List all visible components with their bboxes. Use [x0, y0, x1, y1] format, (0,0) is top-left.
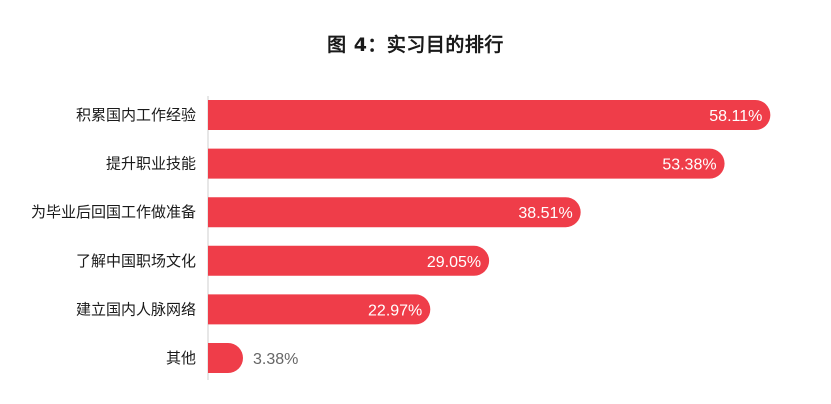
bar-3	[208, 245, 490, 276]
category-label-0: 积累国内工作经验	[76, 106, 196, 124]
category-label-2: 为毕业后回国工作做准备	[31, 203, 196, 221]
bar-4	[208, 294, 431, 325]
value-label-5: 3.38%	[253, 351, 298, 368]
category-label-4: 建立国内人脉网络	[76, 300, 196, 318]
category-label-3: 了解中国职场文化	[76, 252, 196, 270]
chart-title: 图 4：实习目的排行	[327, 34, 504, 56]
value-label-4: 22.97%	[368, 302, 422, 319]
bar-2	[208, 197, 581, 228]
bar-5	[208, 343, 243, 373]
value-label-2: 38.51%	[518, 205, 572, 222]
bar-0	[208, 100, 771, 130]
bar-1	[208, 148, 725, 179]
category-label-1: 提升职业技能	[106, 155, 196, 173]
value-label-0: 58.11%	[709, 108, 762, 125]
value-label-1: 53.38%	[662, 157, 716, 174]
value-label-3: 29.05%	[427, 254, 481, 271]
category-label-5: 其他	[166, 349, 196, 367]
